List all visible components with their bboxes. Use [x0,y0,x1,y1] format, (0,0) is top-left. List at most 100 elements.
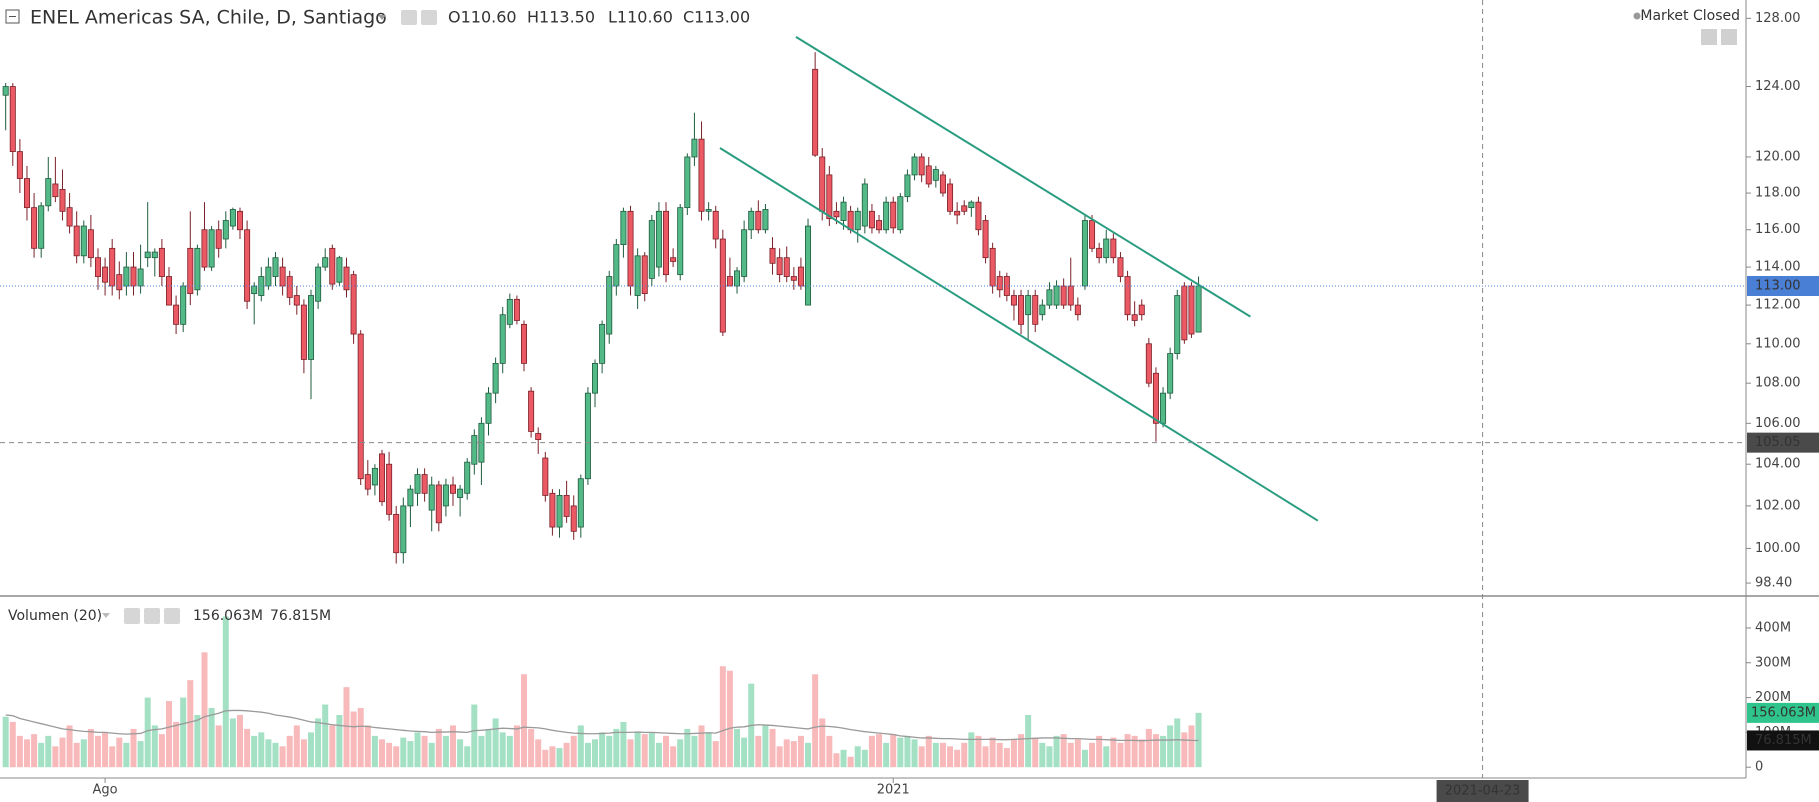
candle-body [528,390,535,432]
volume-bar [450,725,457,768]
candle-body [939,174,946,194]
volume-bar [854,746,861,768]
candle-body [414,474,421,494]
candle-body [265,266,272,287]
candle-body [158,247,165,277]
crosshair-y-label: 105.05 [1755,435,1801,450]
candle-body [634,255,641,296]
scroll-button[interactable] [1701,29,1717,45]
volume-bar [627,739,634,768]
panes [0,0,1819,779]
volume-bar [606,735,613,768]
volume-bar [194,714,201,768]
volume-bar [201,652,208,768]
volume-bar [1053,735,1060,768]
y-tick-label: 200M [1755,690,1791,705]
volume-bar [116,737,123,768]
volume-bar [1124,734,1131,768]
candle-body [677,207,684,276]
volume-bar [790,741,797,768]
scroll-button[interactable] [1721,29,1737,45]
volume-bar [457,739,464,768]
volume-title: Volumen (20) [8,608,102,624]
candle-body [151,251,158,259]
collapse-icon[interactable] [5,9,20,24]
volume-bar [521,674,528,768]
candle-body [904,174,911,198]
volume-bar [52,746,59,768]
candle-body [648,220,655,279]
candle-body [499,314,506,364]
candle-body [38,205,45,249]
volume-bar [897,737,904,768]
volume-bar [222,616,229,768]
candle-body [1195,285,1202,333]
y-tick-label: 128.00 [1755,11,1801,26]
volume-bar [265,739,272,768]
volume-bar [925,735,932,768]
candle-body [812,68,819,156]
volume-bar [109,746,116,768]
settings-icon[interactable] [144,608,160,624]
candle-body [73,225,80,257]
candle-body [428,484,435,511]
volume-bar [80,739,87,768]
settings-icon[interactable] [421,10,437,25]
volume-bar [471,704,478,768]
volume-bar [23,739,30,768]
y-tick-label: 100.00 [1755,541,1801,556]
candle-body [563,495,570,517]
candle-body [1032,295,1039,325]
volume-bar [1025,714,1032,768]
candle-body [485,392,492,424]
eye-icon[interactable] [124,608,140,624]
volume-tag [1747,702,1819,723]
volume-bar [144,697,151,768]
volume-bar [244,728,251,768]
candle-body [251,285,258,295]
candle-body [208,229,215,268]
volume-bar [542,749,549,768]
candle-body [918,156,925,176]
volume-bar [492,718,499,768]
candle-body [655,210,662,268]
volume-bar [1039,742,1046,768]
candle-body [1174,295,1181,354]
volume-bar [797,735,804,768]
volume-bar [670,746,677,768]
volume-bar [485,728,492,768]
y-tick-label: 106.00 [1755,416,1801,431]
volume-bar [684,728,691,768]
volume-bar [819,718,826,768]
last-price-label: 113.00 [1755,279,1801,294]
candle-body [954,210,961,216]
volume-menu-caret[interactable] [102,613,110,618]
candle-body [592,362,599,394]
volume-bar [932,742,939,768]
candle-body [293,295,300,306]
candle-body [315,266,322,302]
candle-body [102,266,109,283]
eye-icon[interactable] [401,10,417,25]
candle-body [570,505,577,532]
candle-body [16,151,23,179]
remove-icon[interactable] [164,608,180,624]
volume-bar [1018,734,1025,768]
candle-body [719,238,726,333]
volume-bar [528,728,535,768]
candle-body [52,183,59,198]
volume-bar [677,739,684,768]
candle-body [307,295,314,360]
title-menu-caret[interactable] [378,15,386,20]
volume-bar [2,716,9,768]
volume-bar [719,666,726,768]
volume-bar [513,725,520,768]
volume-bar [371,735,378,768]
volume-bar [9,721,16,768]
candle-body [712,210,719,240]
candle-body [890,201,897,229]
candle-body [1160,392,1167,424]
candle-body [627,210,634,287]
volume-bar [350,711,357,768]
